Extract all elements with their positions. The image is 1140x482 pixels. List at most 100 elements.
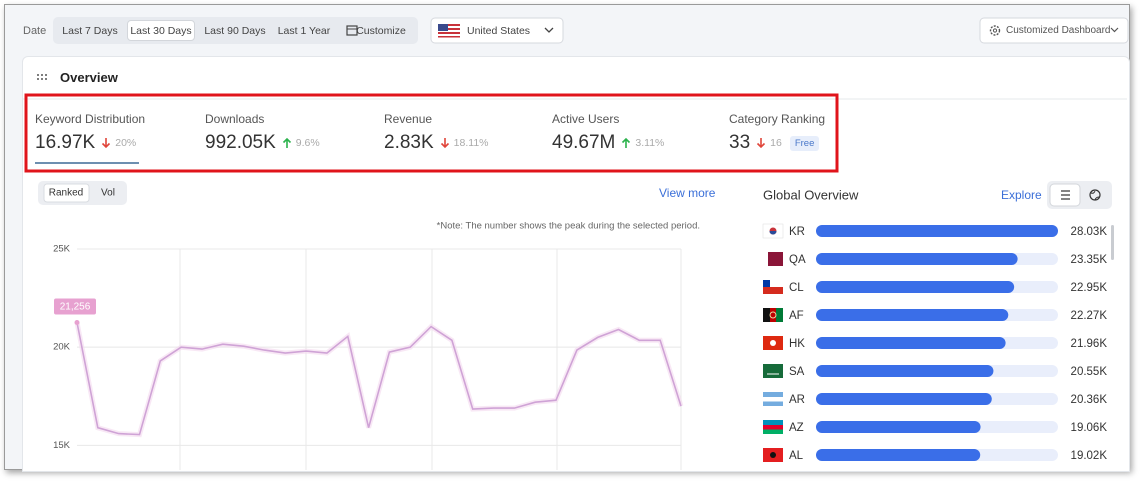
flag-ar [763, 392, 783, 406]
trend-arrow [102, 138, 111, 149]
calendar-icon [346, 25, 358, 36]
country-code: KR [789, 226, 805, 238]
country-code: QA [789, 254, 806, 266]
metric-row: 2.83K 18.11% [384, 132, 489, 154]
value-label: 20.36K [1071, 394, 1108, 406]
metric-change: 18.11% [453, 137, 489, 149]
country-code: AL [789, 450, 804, 462]
dashboard-name: Customized Dashboard [1006, 25, 1111, 36]
country-code: HK [789, 338, 805, 350]
trend-arrow [282, 137, 291, 148]
tab-selected[interactable] [43, 183, 90, 203]
value-label: 19.02K [1071, 450, 1108, 462]
bar [816, 393, 992, 405]
x-grid [179, 249, 682, 470]
tooltip-box [54, 298, 96, 315]
metric-value: 2.83K [384, 132, 434, 153]
flag-kr [762, 223, 784, 239]
metric-badge: Free [789, 135, 820, 151]
country-code: AF [789, 310, 804, 322]
metric-value: 33 [729, 132, 751, 153]
chevron [544, 27, 554, 33]
flag-sa [763, 364, 783, 378]
country-code: AZ [789, 422, 804, 434]
highlight-box [24, 93, 839, 173]
tooltip-label: 21,256 [60, 302, 91, 313]
value-label: 20.55K [1071, 366, 1108, 378]
metric-row: 16.97K 20% [35, 132, 145, 154]
metric-value: 992.05K [205, 132, 276, 153]
metric-value: 16.97K [35, 132, 96, 153]
bar [816, 421, 981, 433]
list-icon [1061, 190, 1070, 200]
bar [816, 281, 1015, 293]
dashboard-select[interactable] [979, 17, 1129, 44]
metric-label: Downloads [205, 112, 265, 126]
date-label: Date [23, 25, 47, 37]
metric: Active Users 49.67M 3.11% [552, 112, 664, 154]
range-button[interactable]: Last 90 Days [204, 25, 266, 37]
overview-title: Overview [60, 70, 118, 85]
chart-tab[interactable]: Ranked [49, 188, 83, 199]
chart-tab[interactable]: Vol [101, 188, 115, 199]
point [74, 320, 80, 326]
range-button[interactable]: Last 1 Year [277, 25, 331, 37]
bar [816, 449, 981, 461]
flag-af [763, 308, 783, 322]
metric: Keyword Distribution 16.97K 20% [35, 112, 145, 154]
panel-title: Global Overview [763, 187, 859, 202]
country-code: CL [789, 282, 804, 294]
bar [816, 253, 1018, 265]
value-label: 19.06K [1071, 422, 1108, 434]
scrollbar [1111, 225, 1114, 260]
view-more-link[interactable]: View more [659, 186, 716, 200]
country-code: SA [789, 366, 805, 378]
value-label: 23.35K [1071, 254, 1108, 266]
metric: Revenue 2.83K 18.11% [384, 112, 489, 154]
metric-label: Keyword Distribution [35, 112, 146, 126]
trend-arrow-shape [440, 138, 449, 149]
flag-hk [763, 336, 783, 350]
metric-change: 16 [770, 137, 782, 149]
value-label: 28.03K [1071, 226, 1108, 238]
y-tick-label: 20K [53, 342, 71, 353]
trend-arrow-shape [282, 137, 291, 148]
flag-cl [763, 280, 783, 294]
y-tick-label: 15K [53, 440, 71, 451]
y-tick-label: 25K [53, 244, 71, 255]
metric-label: Revenue [384, 112, 433, 126]
country-select[interactable] [430, 17, 564, 44]
value-label: 22.95K [1071, 282, 1108, 294]
metric-label: Category Ranking [729, 112, 826, 126]
metric-row: 33 16 Free [729, 132, 825, 154]
flag-al [763, 448, 783, 462]
explore-link[interactable]: Explore [1001, 188, 1042, 202]
metric-change: 9.6% [295, 137, 320, 149]
value-label: 22.27K [1071, 310, 1108, 322]
country-name: United States [467, 25, 531, 37]
trend-arrow-shape [102, 138, 111, 149]
trend-arrow [622, 137, 631, 148]
metric: Downloads 992.05K 9.6% [205, 112, 320, 154]
flag-az [763, 420, 783, 434]
metric-change: 3.11% [635, 137, 665, 149]
metric-label: Active Users [552, 112, 620, 126]
range-button[interactable]: Last 30 Days [127, 20, 195, 41]
bar [816, 309, 1009, 321]
range-button[interactable]: Customize [356, 25, 406, 37]
bar [816, 365, 994, 377]
gear-icon [989, 25, 1001, 36]
globe-icon[interactable] [1089, 189, 1101, 201]
bar [816, 225, 1058, 237]
value-label: 21.96K [1071, 338, 1108, 350]
range-button[interactable]: Last 7 Days [62, 25, 118, 37]
country-code: AR [789, 394, 805, 406]
metric: Category Ranking 33 16 Free [729, 112, 825, 154]
trend-arrow [757, 138, 766, 149]
line [76, 322, 682, 436]
metric-row: 992.05K 9.6% [205, 132, 320, 154]
bar [816, 337, 1006, 349]
line-glow [74, 322, 684, 438]
